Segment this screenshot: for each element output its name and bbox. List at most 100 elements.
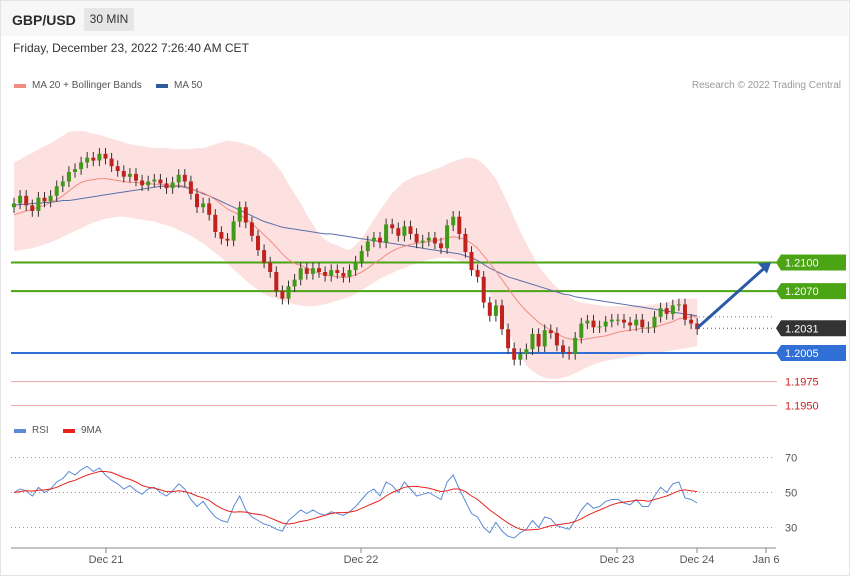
candle-body: [280, 291, 285, 299]
legend-label: MA 20 + Bollinger Bands: [32, 80, 142, 91]
candle-body: [597, 326, 602, 328]
legend-label: 9MA: [81, 425, 102, 436]
timeframe-tag[interactable]: 30 MIN: [84, 8, 134, 31]
header-bar: GBP/USD 30 MIN: [1, 1, 848, 36]
candle-body: [170, 182, 175, 189]
candle-body: [286, 286, 291, 299]
candle-body: [634, 319, 639, 326]
candle-body: [676, 304, 681, 306]
candle-body: [146, 181, 151, 186]
candle-body: [481, 276, 486, 303]
candle-body: [664, 308, 669, 314]
x-tick-label: Dec 23: [600, 554, 635, 566]
candle-body: [164, 183, 169, 189]
candle-body: [54, 186, 59, 196]
candle-body: [268, 262, 273, 272]
candle-body: [274, 272, 279, 292]
candle-body: [512, 348, 517, 360]
bollinger-band: [14, 131, 698, 379]
candle-body: [457, 216, 462, 234]
candle-body: [573, 337, 578, 354]
candle-body: [243, 207, 248, 223]
legend-rsi: RSI: [14, 425, 49, 436]
candle-body: [561, 345, 565, 353]
level-label: 1.1975: [785, 377, 819, 389]
candle-body: [359, 251, 364, 262]
legend-ma20: MA 20 + Bollinger Bands: [14, 80, 142, 91]
copyright-notice: Research © 2022 Trading Central: [691, 80, 841, 91]
candle-body: [182, 174, 187, 182]
legend-swatch: [14, 83, 26, 88]
level-label: 1.2070: [785, 286, 819, 298]
candle-body: [603, 321, 608, 327]
candle-body: [378, 237, 382, 243]
candle-body: [432, 237, 437, 244]
candle-body: [323, 272, 328, 276]
candle-body: [201, 203, 206, 208]
candle-body: [42, 197, 47, 202]
candle-body: [73, 169, 77, 172]
candle-body: [396, 228, 401, 236]
legend-label: MA 50: [174, 80, 203, 91]
legend-swatch: [14, 428, 26, 433]
candle-body: [30, 205, 35, 211]
candle-body: [463, 233, 468, 252]
candle-body: [207, 203, 212, 215]
candle-body: [121, 171, 126, 177]
candle-body: [451, 216, 456, 226]
candle-body: [402, 226, 407, 236]
candle-body: [579, 323, 584, 338]
legend-ma50: MA 50: [156, 80, 202, 91]
candle-body: [591, 320, 596, 328]
candle-body: [548, 330, 553, 334]
candle-body: [371, 237, 376, 242]
legend-swatch: [156, 83, 168, 88]
candle-body: [329, 270, 334, 276]
symbol-label: GBP/USD: [12, 12, 76, 28]
rsi-tick-label: 70: [785, 453, 797, 465]
timestamp: Friday, December 23, 2022 7:26:40 AM CET: [13, 41, 249, 55]
legend-label: RSI: [32, 425, 49, 436]
candle-body: [384, 224, 389, 243]
candle-body: [109, 158, 114, 167]
candle-body: [609, 319, 614, 322]
candle-body: [298, 268, 303, 280]
candle-body: [249, 222, 254, 236]
rsi-line: [13, 465, 698, 539]
forecast-arrow-head: [758, 262, 771, 274]
candle-body: [24, 195, 29, 206]
candle-body: [12, 203, 16, 208]
candle-body: [475, 270, 480, 277]
candle-body: [79, 162, 84, 170]
candle-body: [341, 273, 346, 277]
ma50-line: [13, 185, 698, 317]
candle-body: [670, 305, 675, 314]
candle-body: [683, 304, 687, 320]
candle-body: [640, 319, 645, 328]
candle-body: [615, 319, 620, 321]
level-label: 1.2005: [785, 348, 819, 360]
candle-body: [530, 334, 535, 350]
candle-body: [213, 214, 218, 232]
level-tag: [776, 345, 846, 362]
candle-body: [493, 305, 498, 316]
candle-body: [567, 352, 572, 354]
candle-body: [628, 322, 633, 326]
candle-body: [646, 327, 651, 329]
candle-body: [48, 195, 53, 202]
candle-body: [317, 268, 321, 272]
candle-body: [176, 174, 181, 183]
rsi-ma9-line: [13, 471, 698, 531]
candle-body: [85, 157, 90, 163]
candle-body: [140, 180, 145, 186]
candle-body: [237, 207, 242, 222]
candle-body: [310, 268, 315, 274]
candle-body: [36, 197, 41, 211]
candle-body: [152, 179, 157, 182]
legend-9ma: 9MA: [63, 425, 102, 436]
candle-body: [469, 252, 474, 271]
candle-body: [506, 329, 511, 349]
level-tag: [776, 283, 846, 300]
level-label: 1.1950: [785, 400, 819, 412]
